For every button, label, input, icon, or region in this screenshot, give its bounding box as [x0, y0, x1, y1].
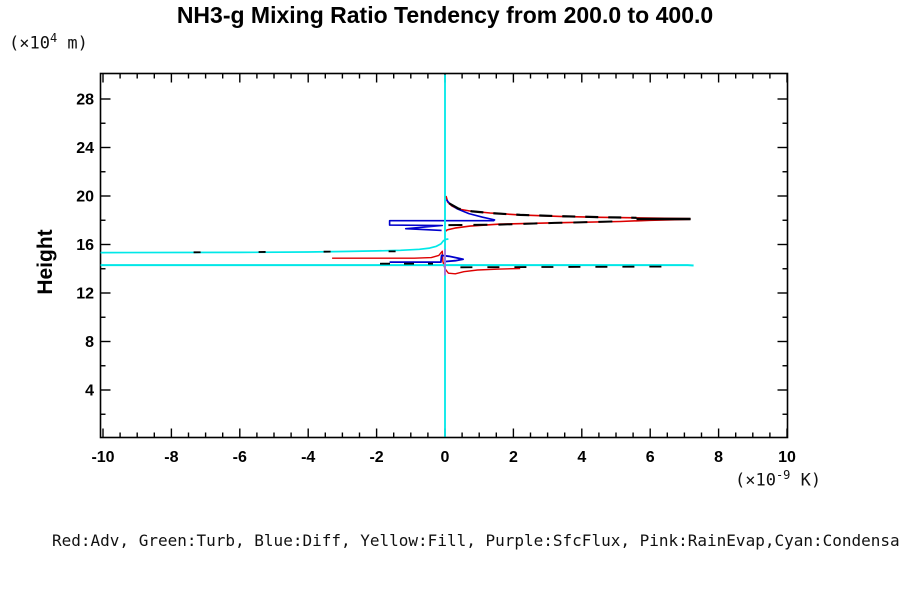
- plot-frame: [99, 72, 789, 439]
- y-axis-unit: (×104 m): [9, 31, 88, 54]
- adv-upper-loop: [445, 195, 691, 232]
- data-series: [100, 74, 694, 437]
- y-tick-label: 8: [85, 334, 94, 351]
- x-tick-label: 6: [646, 449, 655, 466]
- x-tick-label: 0: [441, 449, 450, 466]
- total-dashed-right-mid: [460, 265, 664, 269]
- y-tick-label: 20: [76, 189, 94, 206]
- y-tick-label: 16: [76, 237, 94, 254]
- x-tick-label: -8: [164, 449, 178, 466]
- x-tick-label: 4: [577, 449, 586, 466]
- total-dashed-upper-top: [448, 202, 637, 219]
- x-tick-label: -6: [233, 449, 247, 466]
- condensation-curve-upper: [100, 238, 449, 254]
- axis-ticks: [100, 73, 788, 438]
- x-tick-label: -10: [91, 449, 114, 466]
- y-tick-label: 12: [76, 286, 94, 303]
- x-tick-label: 8: [714, 449, 723, 466]
- x-tick-label: 10: [778, 449, 796, 466]
- y-tick-label: 24: [76, 140, 94, 157]
- x-tick-label: -2: [369, 449, 383, 466]
- x-tick-label: 2: [509, 449, 518, 466]
- x-axis-unit: (×10-9 K): [735, 468, 822, 491]
- diff-lower-curve: [389, 254, 465, 264]
- x-tick-label: -4: [301, 449, 315, 466]
- total-dashed-cond-sparse: [193, 250, 428, 254]
- legend-text: Red:Adv, Green:Turb, Blue:Diff, Yellow:F…: [52, 531, 900, 550]
- y-tick-label: 28: [76, 92, 94, 109]
- total-dashed-upper-bottom: [448, 220, 613, 227]
- y-tick-label: 4: [85, 383, 94, 400]
- chart-title: NH3-g Mixing Ratio Tendency from 200.0 t…: [176, 2, 714, 28]
